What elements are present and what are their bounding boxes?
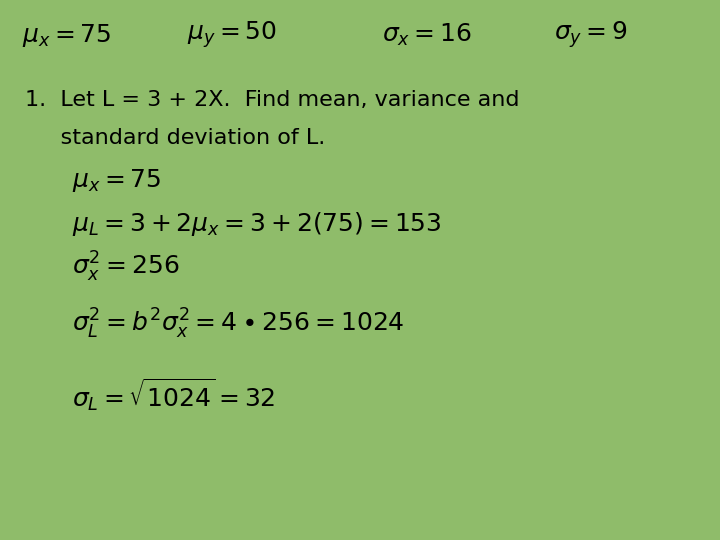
Text: $\mu_y = 50$: $\mu_y = 50$ xyxy=(187,20,277,50)
Text: 1.  Let L = 3 + 2X.  Find mean, variance and: 1. Let L = 3 + 2X. Find mean, variance a… xyxy=(25,90,520,110)
Text: $\sigma_L^2 = b^2\sigma_x^2 = 4 \bullet 256 = 1024$: $\sigma_L^2 = b^2\sigma_x^2 = 4 \bullet … xyxy=(72,307,405,341)
Text: $\mu_x = 75$: $\mu_x = 75$ xyxy=(22,22,111,49)
Text: $\sigma_L = \sqrt{1024} = 32$: $\sigma_L = \sqrt{1024} = 32$ xyxy=(72,376,276,413)
Text: $\sigma_y = 9$: $\sigma_y = 9$ xyxy=(554,20,628,50)
Text: $\sigma_x = 16$: $\sigma_x = 16$ xyxy=(382,22,472,48)
Text: $\mu_x = 75$: $\mu_x = 75$ xyxy=(72,167,161,194)
Text: $\sigma_x^2 = 256$: $\sigma_x^2 = 256$ xyxy=(72,250,180,285)
Text: standard deviation of L.: standard deviation of L. xyxy=(25,127,325,148)
Text: $\mu_L = 3 + 2\mu_x = 3 + 2(75) = 153$: $\mu_L = 3 + 2\mu_x = 3 + 2(75) = 153$ xyxy=(72,210,441,238)
